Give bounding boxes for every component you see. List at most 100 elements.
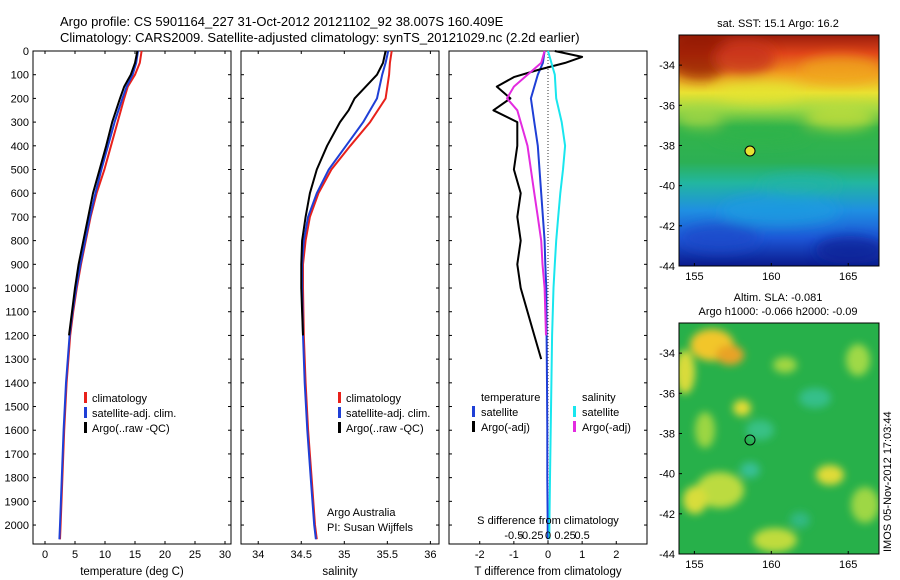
y-tick-label: 1500 xyxy=(5,402,29,414)
s-tick-label: -0.5 xyxy=(504,530,523,542)
map-x-tick-label: 155 xyxy=(685,271,703,283)
figure-title-line1: Argo profile: CS 5901164_227 31-Oct-2012… xyxy=(60,14,504,29)
legend-salinity-title: salinity xyxy=(582,392,616,404)
y-tick-label: 700 xyxy=(11,212,29,224)
legend-satellite-swatch xyxy=(338,407,341,418)
y-tick-label: 1700 xyxy=(5,449,29,461)
temperature-lines xyxy=(58,50,143,540)
y-tick-label: 400 xyxy=(11,141,29,153)
y-tick-label: 1100 xyxy=(5,307,29,319)
legend-argo-label: Argo(..raw -QC) xyxy=(92,423,170,435)
legend-satellite-label: satellite-adj. clim. xyxy=(92,408,176,420)
difference-x-axis: -2 -1 0 1 2 xyxy=(475,541,619,561)
legend-temperature-title: temperature xyxy=(481,392,540,404)
difference-panel: -2 -1 0 1 2 T difference from climatology S … xyxy=(448,50,648,578)
sst-map-frame xyxy=(678,34,880,267)
legend-climatology-swatch xyxy=(338,392,341,403)
legend-satellite-swatch xyxy=(84,407,87,418)
y-tick-label: 600 xyxy=(11,188,29,200)
sst-float-marker xyxy=(744,145,756,157)
map-x-tick-label: 160 xyxy=(762,559,780,571)
x-tick-label: 15 xyxy=(129,549,141,561)
x-tick-label: -1 xyxy=(509,549,519,561)
x-tick-label: 1 xyxy=(579,549,585,561)
temperature-xlabel: temperature (deg C) xyxy=(80,566,184,578)
map-y-tick-label: -34 xyxy=(659,60,675,72)
sst-map-axes: 155 160 165 -34 -36 -38 -40 -42 -44 xyxy=(659,60,857,283)
y-tick-label: 0 xyxy=(23,46,29,58)
map-y-tick-label: -36 xyxy=(659,388,675,400)
t-difference-xlabel: T difference from climatology xyxy=(474,566,621,578)
map-y-tick-label: -42 xyxy=(659,509,675,521)
map-y-tick-label: -44 xyxy=(659,549,675,561)
map-y-tick-label: -38 xyxy=(659,140,675,152)
y-tick-label: 800 xyxy=(11,236,29,248)
y-tick-label: 200 xyxy=(11,93,29,105)
salinity-xlabel: salinity xyxy=(322,566,357,578)
depth-axis: 0 100 200 300 400 500 600 700 800 900 1000 1100 1200… xyxy=(5,46,231,532)
y-tick-label: 500 xyxy=(11,165,29,177)
temperature-x-axis: 0 5 10 15 20 25 30 xyxy=(42,51,231,561)
x-tick-label: 34 xyxy=(252,549,264,561)
legend-satellite-label: satellite-adj. clim. xyxy=(346,408,430,420)
s-diff-line-argo--adj- xyxy=(506,50,547,336)
series-line-climatology xyxy=(59,50,143,540)
y-tick-label: 1800 xyxy=(5,473,29,485)
series-line-argo---raw--qc- xyxy=(300,50,387,336)
series-line-climatology xyxy=(302,50,393,540)
s-diff-line-satellite xyxy=(547,50,567,540)
y-tick-label: 1900 xyxy=(5,496,29,508)
y-tick-label: 100 xyxy=(11,70,29,82)
sst-map: sat. SST: 15.1 Argo: 16.2 155 160 165 -34 -3… xyxy=(659,18,880,283)
sla-map-frame xyxy=(678,322,880,555)
y-tick-label: 1000 xyxy=(5,283,29,295)
timestamp-label: IMOS 05-Nov-2012 17:03:44 xyxy=(882,411,894,552)
y-tick-label: 1600 xyxy=(5,425,29,437)
map-x-tick-label: 165 xyxy=(839,271,857,283)
y-tick-label: 1200 xyxy=(5,330,29,342)
legend-climatology-label: climatology xyxy=(92,393,148,405)
x-tick-label: 10 xyxy=(99,549,111,561)
sla-title-line1: Altim. SLA: -0.081 xyxy=(734,292,823,304)
sla-map-axes: 155 160 165 -34 -36 -38 -40 -42 -44 xyxy=(659,348,857,571)
series-line-argo---raw--qc- xyxy=(68,50,139,336)
t-diff-line-satellite xyxy=(529,50,549,540)
salinity-x-axis: 34 34.5 35 35.5 36 xyxy=(252,51,437,561)
sst-map-title: sat. SST: 15.1 Argo: 16.2 xyxy=(717,18,839,30)
x-tick-label: 5 xyxy=(72,549,78,561)
map-y-tick-label: -44 xyxy=(659,261,675,273)
map-y-tick-label: -38 xyxy=(659,428,675,440)
temperature-panel: 0100200300400500600700800900100011001200… xyxy=(5,46,232,578)
x-tick-label: 35.5 xyxy=(377,549,398,561)
s-difference-label: S difference from climatology xyxy=(477,515,619,527)
map-x-tick-label: 155 xyxy=(685,559,703,571)
x-tick-label: 20 xyxy=(159,549,171,561)
legend-argo-swatch xyxy=(338,422,341,433)
y-tick-label: 1400 xyxy=(5,378,29,390)
salinity-lines xyxy=(300,50,393,540)
series-line-satellite-adj--clim- xyxy=(301,50,390,540)
annotation-line1: Argo Australia xyxy=(327,507,396,519)
y-tick-label: 1300 xyxy=(5,354,29,366)
legend-argo-label: Argo(..raw -QC) xyxy=(346,423,424,435)
map-y-tick-label: -34 xyxy=(659,348,675,360)
x-tick-label: 2 xyxy=(613,549,619,561)
salinity-legend: climatology satellite-adj. clim. Argo(..… xyxy=(338,392,430,435)
s-tick-label: 0.5 xyxy=(574,530,589,542)
sla-heatmap xyxy=(679,323,879,554)
legend-t-argo-label: Argo(-adj) xyxy=(481,422,530,434)
legend-t-argo-swatch xyxy=(472,421,475,432)
s-difference-ticks: -0.5-0.25 0 0.250.5 xyxy=(504,530,589,542)
x-tick-label: 25 xyxy=(189,549,201,561)
legend-t-satellite-swatch xyxy=(472,406,475,417)
y-tick-label: 300 xyxy=(11,117,29,129)
legend-climatology-swatch xyxy=(84,392,87,403)
map-y-tick-label: -40 xyxy=(659,469,675,481)
legend-s-satellite-swatch xyxy=(573,406,576,417)
y-tick-label: 2000 xyxy=(5,520,29,532)
legend-s-argo-label: Argo(-adj) xyxy=(582,422,631,434)
legend-climatology-label: climatology xyxy=(346,393,402,405)
t-diff-line-argo--adj- xyxy=(492,50,584,360)
legend-argo-swatch xyxy=(84,422,87,433)
figure-title-line2: Climatology: CARS2009. Satellite-adjuste… xyxy=(60,30,580,45)
